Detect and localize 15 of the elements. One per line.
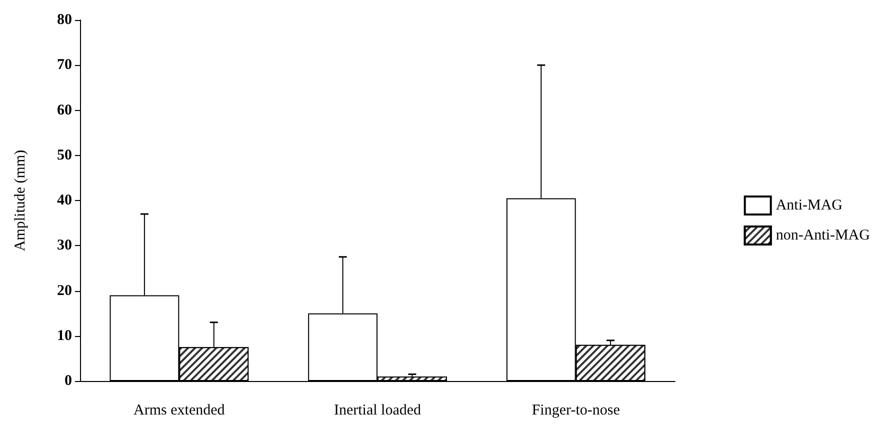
y-tick-label: 0 [64,373,72,389]
y-tick-label: 20 [57,282,72,299]
x-tick-label: Finger-to-nose [532,402,620,418]
y-tick-label: 10 [57,328,72,344]
y-tick-label: 40 [57,192,72,208]
y-tick-label: 60 [57,102,72,118]
y-tick-label: 30 [57,238,72,254]
y-tick-label: 70 [57,57,72,74]
legend-label: non-Anti-MAG [776,228,870,244]
x-tick-label: Arms extended [134,402,226,418]
y-tick-label: 50 [57,147,72,164]
x-tick-label: Inertial loaded [334,402,422,418]
y-axis-title: Amplitude (mm) [12,150,28,252]
y-tick-label: 80 [57,12,72,28]
legend-label: Anti-MAG [776,198,843,214]
